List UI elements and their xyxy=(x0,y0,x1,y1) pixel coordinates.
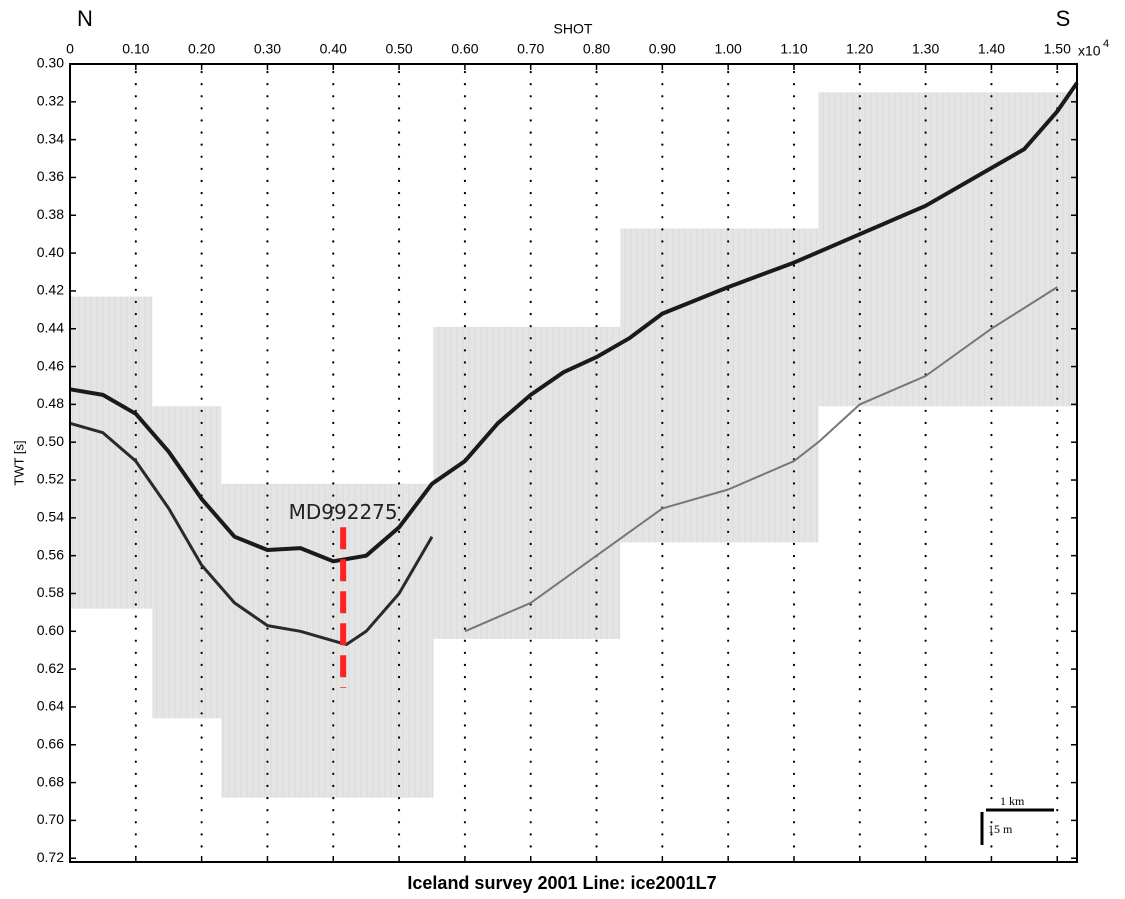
y-tick-label: 0.46 xyxy=(37,357,64,373)
annotation: MD992275 xyxy=(289,500,398,689)
x-tick-label: 1.00 xyxy=(715,41,742,57)
y-tick-label: 0.60 xyxy=(37,622,64,638)
y-tick-label: 0.32 xyxy=(37,93,64,109)
reflector xyxy=(69,421,434,646)
y-tick-label: 0.56 xyxy=(37,546,64,562)
panels xyxy=(70,92,1077,798)
north-label: N xyxy=(77,6,93,31)
scale-bar-horizontal-label: 1 km xyxy=(1000,794,1025,808)
x-tick-label: 0.50 xyxy=(385,41,412,57)
y-tick-label: 0.50 xyxy=(37,433,64,449)
y-tick-label: 0.58 xyxy=(37,584,64,600)
data-panel-texture xyxy=(818,92,1077,407)
y-tick-label: 0.72 xyxy=(37,849,64,865)
x-tick-label: 0.20 xyxy=(188,41,215,57)
x-tick-label: 0.40 xyxy=(320,41,347,57)
y-tick-label: 0.38 xyxy=(37,206,64,222)
y-tick-label: 0.54 xyxy=(37,509,64,525)
y-tick-label: 0.68 xyxy=(37,773,64,789)
data-panel-texture xyxy=(221,483,434,798)
data-panel-texture xyxy=(70,296,153,609)
y-tick-label: 0.40 xyxy=(37,244,64,260)
y-tick-label: 0.42 xyxy=(37,282,64,298)
x-tick-label: 0.80 xyxy=(583,41,610,57)
y-tick-label: 0.66 xyxy=(37,735,64,751)
y-tick-label: 0.70 xyxy=(37,811,64,827)
x-tick-label: 1.30 xyxy=(912,41,939,57)
data-panel-texture xyxy=(433,326,621,639)
x-tick-label: 0.30 xyxy=(254,41,281,57)
chart-title: Iceland survey 2001 Line: ice2001L7 xyxy=(407,873,716,893)
x-tick-label: 1.10 xyxy=(780,41,807,57)
reflector xyxy=(464,286,1058,633)
x-tick-label: 0.90 xyxy=(649,41,676,57)
south-label: S xyxy=(1056,6,1071,31)
y-tick-label: 0.48 xyxy=(37,395,64,411)
y-tick-label: 0.34 xyxy=(37,130,64,146)
data-panel-texture xyxy=(620,228,819,543)
x-multiplier-exponent: 4 xyxy=(1103,38,1109,50)
x-tick-label: 0.70 xyxy=(517,41,544,57)
y-tick-label: 0.62 xyxy=(37,660,64,676)
reflectors xyxy=(69,81,1079,646)
x-multiplier: x10 xyxy=(1078,43,1101,59)
plot-frame xyxy=(69,63,1078,863)
scale-bar: 1 km 15 m xyxy=(980,794,1054,845)
y-tick-label: 0.30 xyxy=(37,55,64,71)
x-tick-label: 0.60 xyxy=(451,41,478,57)
y-tick-label: 0.52 xyxy=(37,471,64,487)
x-tick-label: 1.20 xyxy=(846,41,873,57)
x-axis-label: SHOT xyxy=(554,21,593,37)
y-tick-label: 0.64 xyxy=(37,698,64,714)
x-tick-label: 0 xyxy=(66,41,74,57)
y-tick-label: 0.36 xyxy=(37,168,64,184)
y-tick-label: 0.44 xyxy=(37,319,64,335)
data-panel-texture xyxy=(152,406,222,719)
x-tick-label: 0.10 xyxy=(122,41,149,57)
y-axis-label: TWT [s] xyxy=(11,440,26,485)
x-tick-label: 1.40 xyxy=(978,41,1005,57)
reflector xyxy=(69,81,1079,564)
core-label: MD992275 xyxy=(289,500,398,524)
x-tick-label: 1.50 xyxy=(1044,41,1071,57)
scale-bar-vertical-label: 15 m xyxy=(988,822,1013,836)
